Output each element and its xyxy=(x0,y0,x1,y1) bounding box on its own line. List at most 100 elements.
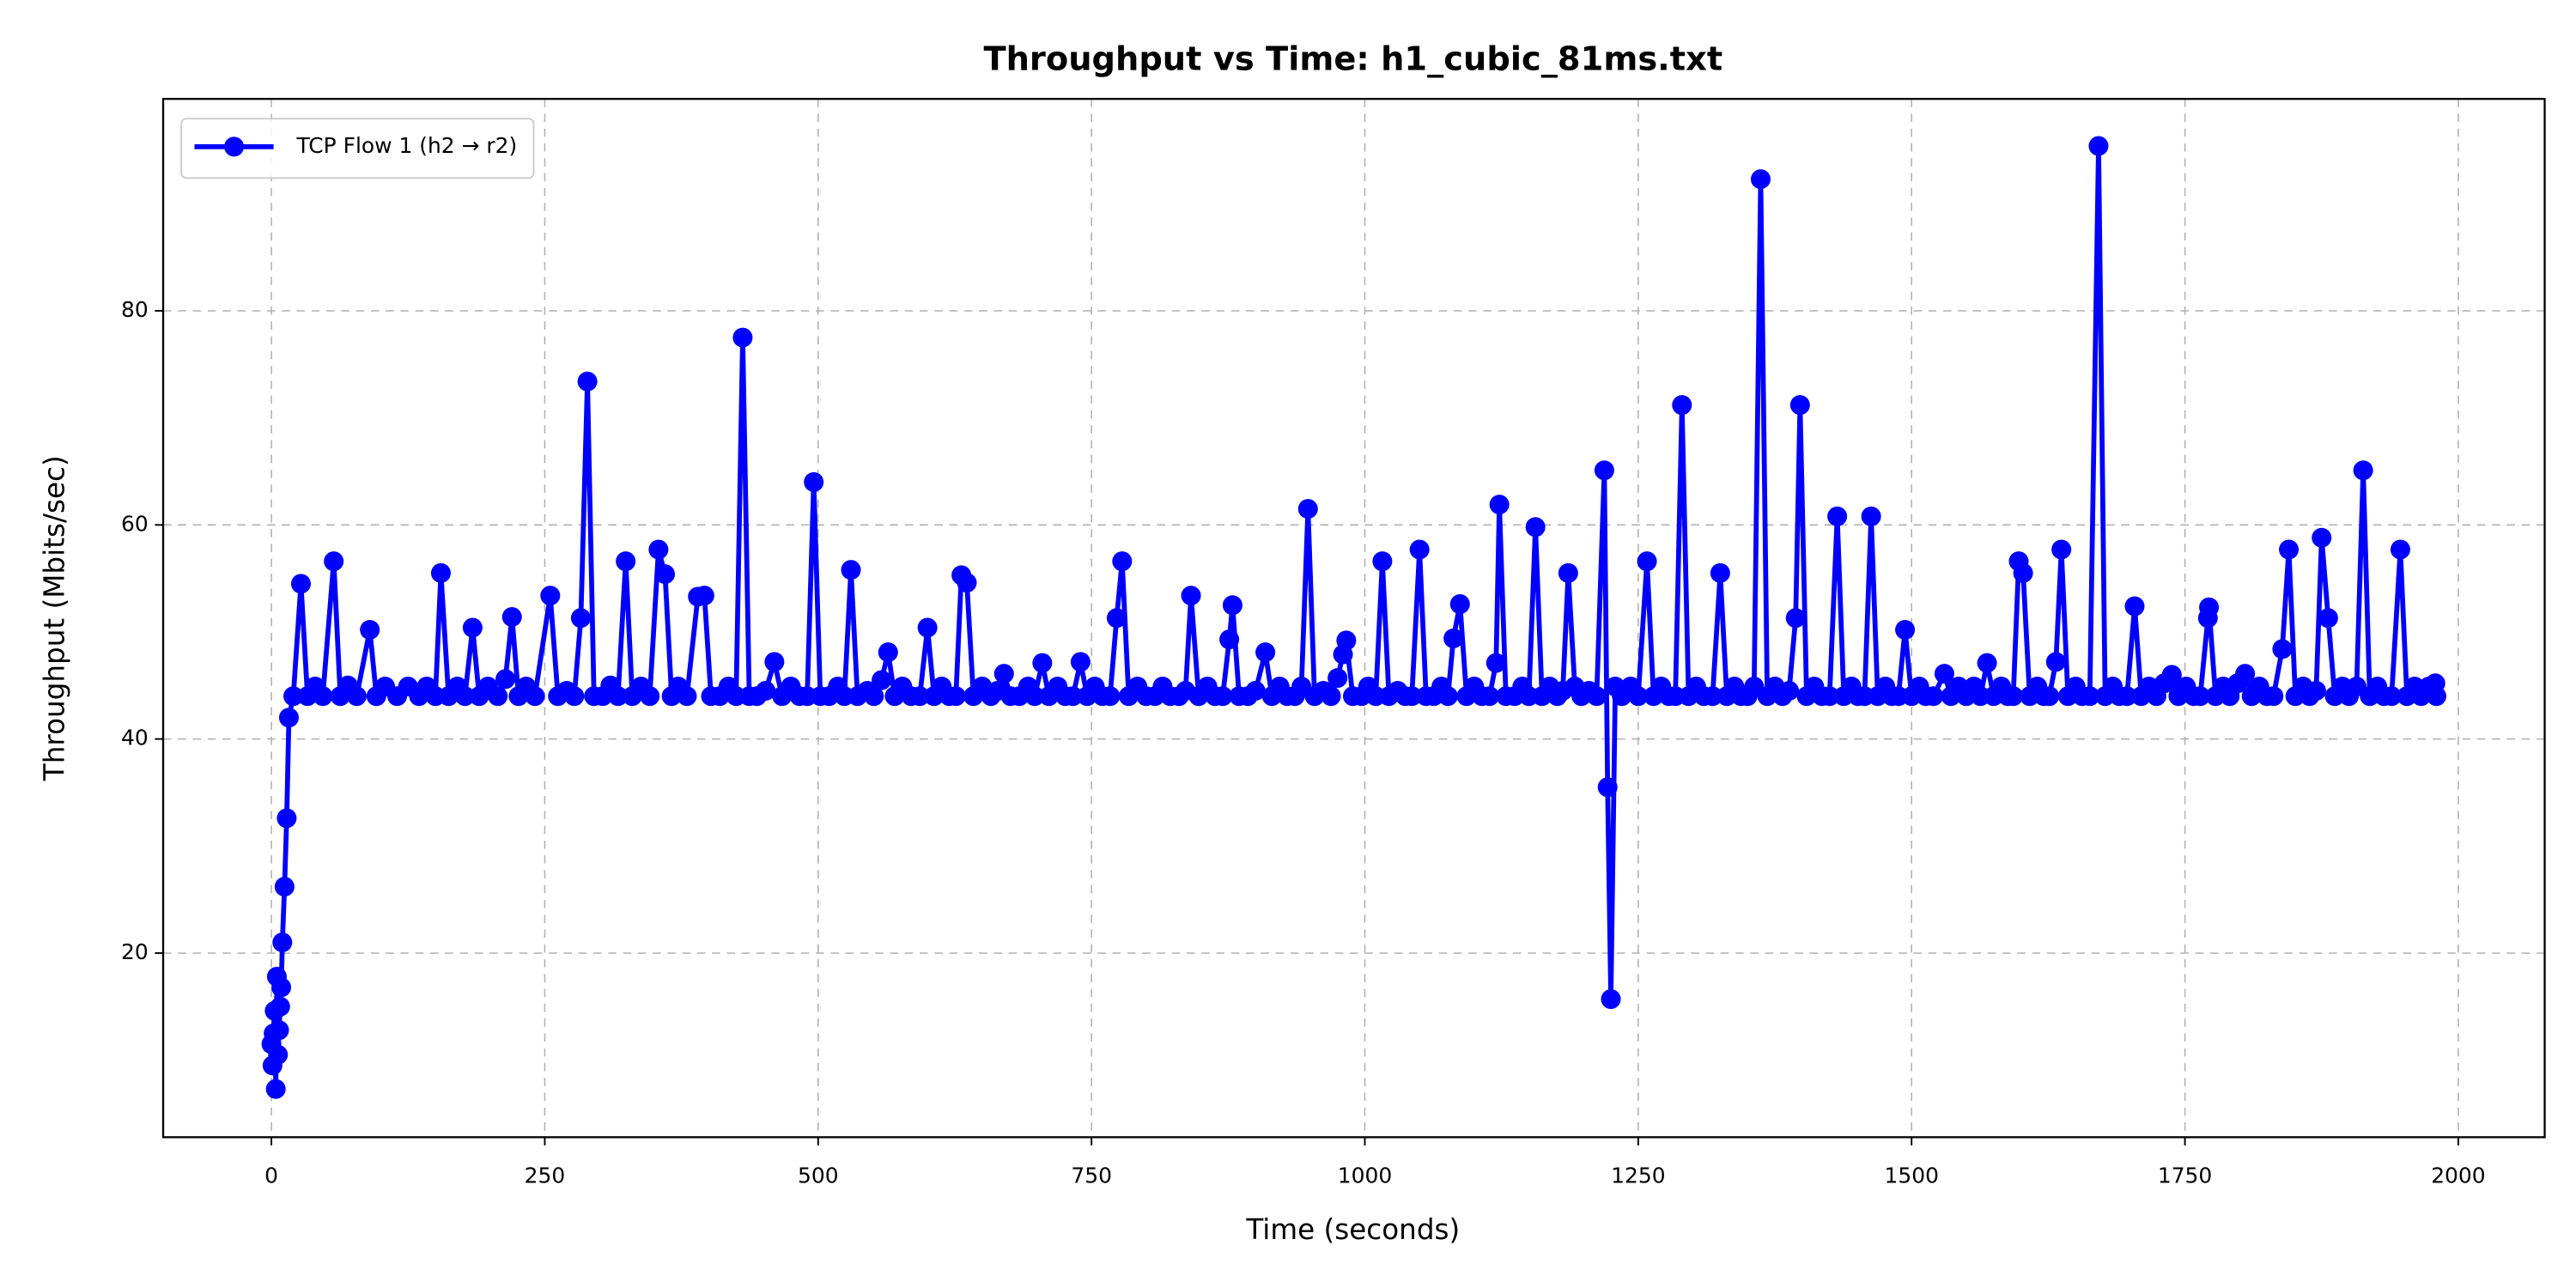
data-point xyxy=(276,808,297,829)
data-point xyxy=(265,1078,286,1099)
data-point xyxy=(640,686,660,707)
data-point xyxy=(2039,686,2060,707)
data-point xyxy=(2117,686,2137,707)
data-point xyxy=(2045,652,2066,672)
legend-box xyxy=(180,118,535,179)
data-point xyxy=(1525,517,1546,538)
data-point xyxy=(764,652,785,672)
x-tick-label: 750 xyxy=(1071,1163,1112,1188)
data-point xyxy=(1601,989,1621,1010)
data-point xyxy=(909,686,930,707)
x-tick-label: 1750 xyxy=(2158,1163,2212,1188)
data-point xyxy=(841,560,861,580)
data-point xyxy=(608,686,629,707)
data-point xyxy=(2353,460,2373,481)
data-point xyxy=(2381,686,2402,707)
data-point xyxy=(1372,551,1393,572)
data-point xyxy=(2124,596,2145,617)
data-point xyxy=(462,617,483,638)
data-point xyxy=(1779,681,1800,702)
data-point xyxy=(278,708,299,728)
data-point xyxy=(495,669,516,690)
y-tick-label: 20 xyxy=(121,939,149,964)
data-point xyxy=(1336,630,1357,651)
data-point xyxy=(2161,665,2182,685)
x-tick-label: 2000 xyxy=(2431,1163,2485,1188)
data-point xyxy=(564,686,585,707)
data-point xyxy=(872,670,892,690)
data-point xyxy=(2318,608,2338,629)
data-point xyxy=(1637,551,1657,572)
data-point xyxy=(1586,686,1607,707)
data-point xyxy=(1409,539,1430,560)
data-point xyxy=(570,608,591,629)
data-point xyxy=(1100,686,1121,707)
data-point xyxy=(1437,686,1458,707)
data-point xyxy=(957,573,977,593)
data-point xyxy=(346,686,367,707)
data-point xyxy=(864,686,884,707)
data-point xyxy=(577,371,598,392)
data-point xyxy=(283,686,304,707)
data-point xyxy=(2088,136,2109,156)
data-point xyxy=(2263,686,2284,707)
data-point xyxy=(1062,686,1084,707)
data-point xyxy=(917,617,938,638)
y-tick-label: 60 xyxy=(121,511,149,536)
data-point xyxy=(732,327,753,348)
data-point xyxy=(2312,527,2332,548)
data-point xyxy=(2390,539,2410,560)
x-tick-label: 500 xyxy=(798,1163,839,1188)
data-point xyxy=(616,551,636,572)
data-point xyxy=(1597,777,1618,798)
data-point xyxy=(1750,169,1771,190)
data-point xyxy=(1212,686,1233,707)
data-point xyxy=(1934,664,1954,684)
data-point xyxy=(324,551,344,572)
chart-title: Throughput vs Time: h1_cubic_81ms.txt xyxy=(983,40,1722,79)
data-point xyxy=(2306,681,2326,702)
data-point xyxy=(1401,686,1422,707)
data-point xyxy=(1479,686,1500,707)
data-point xyxy=(488,686,508,707)
data-point xyxy=(269,1020,289,1041)
data-point xyxy=(454,686,475,707)
data-point xyxy=(878,642,898,663)
data-point xyxy=(2013,562,2033,583)
data-point xyxy=(2003,686,2024,707)
data-point xyxy=(1861,506,1881,526)
data-point xyxy=(430,562,451,583)
data-point xyxy=(2272,639,2293,659)
x-tick-label: 1000 xyxy=(1338,1163,1392,1188)
data-point xyxy=(1181,586,1201,606)
data-point xyxy=(1895,619,1916,640)
data-point xyxy=(1485,653,1506,673)
data-point xyxy=(1106,608,1127,629)
y-tick-label: 40 xyxy=(121,726,149,750)
data-point xyxy=(1558,562,1578,583)
data-point xyxy=(993,664,1014,684)
data-point xyxy=(360,619,380,640)
data-point xyxy=(1297,499,1318,519)
x-axis-label: Time (seconds) xyxy=(1245,1213,1460,1246)
x-tick-label: 1500 xyxy=(1884,1163,1938,1188)
data-point xyxy=(1923,686,1944,707)
data-point xyxy=(1977,653,1997,673)
data-point xyxy=(2426,686,2446,707)
plot-frame xyxy=(161,98,2546,1139)
data-point xyxy=(1032,653,1053,673)
data-point xyxy=(1255,642,1276,663)
data-point xyxy=(804,471,824,492)
data-point xyxy=(1489,495,1510,515)
data-point xyxy=(540,586,561,606)
data-point xyxy=(1710,562,1730,583)
data-point xyxy=(1024,686,1045,707)
legend-marker xyxy=(224,137,245,157)
data-point xyxy=(655,564,676,585)
data-point xyxy=(1219,629,1240,650)
y-axis-label: Throughput (Mbits/sec) xyxy=(38,455,70,781)
data-point xyxy=(1327,668,1348,689)
data-point xyxy=(272,932,293,953)
data-point xyxy=(2199,597,2220,617)
